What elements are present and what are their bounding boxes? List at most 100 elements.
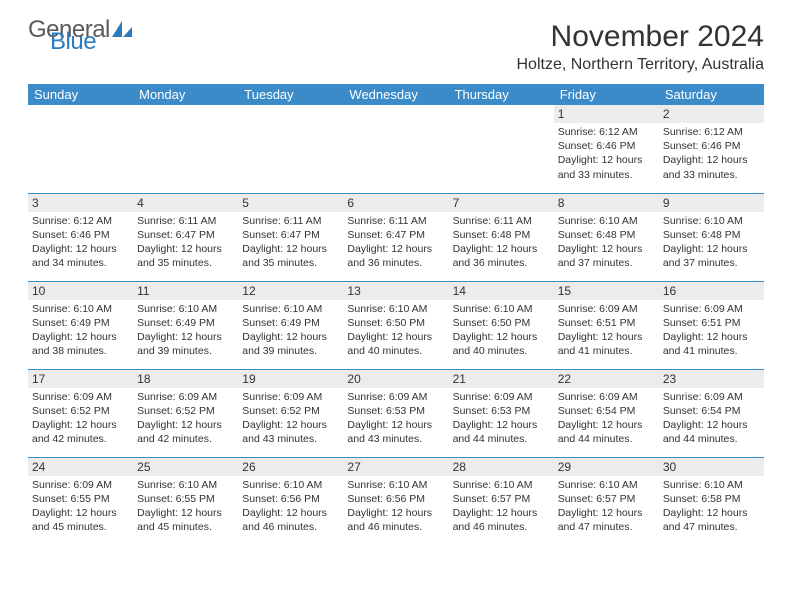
calendar-day-cell: 7 Sunrise: 6:11 AMSunset: 6:48 PMDaylight… [449, 193, 554, 281]
day-number: 10 [28, 282, 133, 300]
calendar-day-cell: 26 Sunrise: 6:10 AMSunset: 6:56 PMDayligh… [238, 457, 343, 545]
day-number: 15 [554, 282, 659, 300]
weekday-header: Wednesday [343, 84, 448, 105]
calendar-day-cell: 3 Sunrise: 6:12 AMSunset: 6:46 PMDaylight… [28, 193, 133, 281]
calendar-day-cell: 1 Sunrise: 6:12 AMSunset: 6:46 PMDaylight… [554, 105, 659, 193]
calendar-week-row: 10 Sunrise: 6:10 AMSunset: 6:49 PMDayligh… [28, 281, 764, 369]
logo: General Blue [28, 20, 132, 53]
day-number: 25 [133, 458, 238, 476]
calendar-day-cell: 10 Sunrise: 6:10 AMSunset: 6:49 PMDayligh… [28, 281, 133, 369]
day-details: Sunrise: 6:11 AMSunset: 6:47 PMDaylight:… [347, 214, 444, 271]
day-details: Sunrise: 6:10 AMSunset: 6:56 PMDaylight:… [347, 478, 444, 535]
calendar-day-cell: 9 Sunrise: 6:10 AMSunset: 6:48 PMDaylight… [659, 193, 764, 281]
day-number [449, 105, 554, 123]
day-number: 12 [238, 282, 343, 300]
weekday-header: Friday [554, 84, 659, 105]
day-number: 6 [343, 194, 448, 212]
calendar-week-row: 17Sunrise: 6:09 AMSunset: 6:52 PMDayligh… [28, 369, 764, 457]
day-details: Sunrise: 6:10 AMSunset: 6:57 PMDaylight:… [453, 478, 550, 535]
day-details: Sunrise: 6:09 AMSunset: 6:54 PMDaylight:… [558, 390, 655, 447]
day-number: 30 [659, 458, 764, 476]
day-details: Sunrise: 6:12 AMSunset: 6:46 PMDaylight:… [32, 214, 129, 271]
day-number: 1 [554, 105, 659, 123]
calendar-day-cell [449, 105, 554, 193]
day-details: Sunrise: 6:10 AMSunset: 6:50 PMDaylight:… [453, 302, 550, 359]
calendar-day-cell: 14 Sunrise: 6:10 AMSunset: 6:50 PMDayligh… [449, 281, 554, 369]
day-number: 23 [659, 370, 764, 388]
calendar-day-cell: 5Sunrise: 6:11 AMSunset: 6:47 PMDaylight… [238, 193, 343, 281]
day-number: 29 [554, 458, 659, 476]
day-details: Sunrise: 6:09 AMSunset: 6:51 PMDaylight:… [558, 302, 655, 359]
day-number: 24 [28, 458, 133, 476]
day-number: 28 [449, 458, 554, 476]
day-details: Sunrise: 6:10 AMSunset: 6:56 PMDaylight:… [242, 478, 339, 535]
day-number: 11 [133, 282, 238, 300]
day-details: Sunrise: 6:11 AMSunset: 6:47 PMDaylight:… [137, 214, 234, 271]
calendar-day-cell: 17Sunrise: 6:09 AMSunset: 6:52 PMDayligh… [28, 369, 133, 457]
weekday-header: Thursday [449, 84, 554, 105]
location: Holtze, Northern Territory, Australia [517, 56, 765, 74]
day-number: 3 [28, 194, 133, 212]
day-number: 19 [238, 370, 343, 388]
day-details: Sunrise: 6:10 AMSunset: 6:57 PMDaylight:… [558, 478, 655, 535]
day-details: Sunrise: 6:09 AMSunset: 6:55 PMDaylight:… [32, 478, 129, 535]
calendar-day-cell: 8 Sunrise: 6:10 AMSunset: 6:48 PMDaylight… [554, 193, 659, 281]
calendar-header-row: SundayMondayTuesdayWednesdayThursdayFrid… [28, 84, 764, 105]
day-details: Sunrise: 6:10 AMSunset: 6:48 PMDaylight:… [558, 214, 655, 271]
weekday-header: Sunday [28, 84, 133, 105]
calendar-day-cell: 27Sunrise: 6:10 AMSunset: 6:56 PMDayligh… [343, 457, 448, 545]
day-details: Sunrise: 6:10 AMSunset: 6:58 PMDaylight:… [663, 478, 760, 535]
day-details: Sunrise: 6:09 AMSunset: 6:52 PMDaylight:… [242, 390, 339, 447]
calendar-day-cell [133, 105, 238, 193]
day-number: 5 [238, 194, 343, 212]
calendar-day-cell: 6 Sunrise: 6:11 AMSunset: 6:47 PMDaylight… [343, 193, 448, 281]
calendar-day-cell: 19 Sunrise: 6:09 AMSunset: 6:52 PMDayligh… [238, 369, 343, 457]
day-number [238, 105, 343, 123]
calendar-day-cell: 21Sunrise: 6:09 AMSunset: 6:53 PMDayligh… [449, 369, 554, 457]
calendar-week-row: 3 Sunrise: 6:12 AMSunset: 6:46 PMDaylight… [28, 193, 764, 281]
day-number: 18 [133, 370, 238, 388]
calendar-day-cell: 4Sunrise: 6:11 AMSunset: 6:47 PMDaylight… [133, 193, 238, 281]
calendar-day-cell: 12 Sunrise: 6:10 AMSunset: 6:49 PMDayligh… [238, 281, 343, 369]
day-number: 26 [238, 458, 343, 476]
day-details: Sunrise: 6:12 AMSunset: 6:46 PMDaylight:… [558, 125, 655, 182]
calendar-day-cell: 23Sunrise: 6:09 AMSunset: 6:54 PMDayligh… [659, 369, 764, 457]
day-number: 16 [659, 282, 764, 300]
calendar-day-cell: 30 Sunrise: 6:10 AMSunset: 6:58 PMDayligh… [659, 457, 764, 545]
calendar-week-row: 1 Sunrise: 6:12 AMSunset: 6:46 PMDaylight… [28, 105, 764, 193]
calendar-day-cell [28, 105, 133, 193]
day-details: Sunrise: 6:11 AMSunset: 6:48 PMDaylight:… [453, 214, 550, 271]
day-number [343, 105, 448, 123]
calendar-day-cell [343, 105, 448, 193]
calendar-week-row: 24 Sunrise: 6:09 AMSunset: 6:55 PMDayligh… [28, 457, 764, 545]
day-number: 9 [659, 194, 764, 212]
calendar-day-cell [238, 105, 343, 193]
day-details: Sunrise: 6:10 AMSunset: 6:49 PMDaylight:… [242, 302, 339, 359]
calendar-day-cell: 28 Sunrise: 6:10 AMSunset: 6:57 PMDayligh… [449, 457, 554, 545]
day-number: 22 [554, 370, 659, 388]
day-details: Sunrise: 6:10 AMSunset: 6:48 PMDaylight:… [663, 214, 760, 271]
day-details: Sunrise: 6:09 AMSunset: 6:51 PMDaylight:… [663, 302, 760, 359]
day-details: Sunrise: 6:09 AMSunset: 6:52 PMDaylight:… [32, 390, 129, 447]
calendar-day-cell: 18 Sunrise: 6:09 AMSunset: 6:52 PMDayligh… [133, 369, 238, 457]
day-details: Sunrise: 6:09 AMSunset: 6:52 PMDaylight:… [137, 390, 234, 447]
day-details: Sunrise: 6:09 AMSunset: 6:53 PMDaylight:… [347, 390, 444, 447]
weekday-header: Tuesday [238, 84, 343, 105]
day-number: 14 [449, 282, 554, 300]
calendar-day-cell: 25 Sunrise: 6:10 AMSunset: 6:55 PMDayligh… [133, 457, 238, 545]
logo-blue-text: Blue [50, 32, 132, 52]
calendar-day-cell: 16 Sunrise: 6:09 AMSunset: 6:51 PMDayligh… [659, 281, 764, 369]
weekday-header: Monday [133, 84, 238, 105]
day-details: Sunrise: 6:10 AMSunset: 6:49 PMDaylight:… [32, 302, 129, 359]
calendar-day-cell: 29 Sunrise: 6:10 AMSunset: 6:57 PMDayligh… [554, 457, 659, 545]
logo-text: General Blue [28, 20, 132, 53]
month-title: November 2024 [517, 20, 765, 54]
day-number: 7 [449, 194, 554, 212]
day-details: Sunrise: 6:10 AMSunset: 6:55 PMDaylight:… [137, 478, 234, 535]
day-number: 21 [449, 370, 554, 388]
weekday-header: Saturday [659, 84, 764, 105]
header: General Blue November 2024 Holtze, North… [28, 20, 764, 74]
day-number: 13 [343, 282, 448, 300]
day-number: 8 [554, 194, 659, 212]
title-block: November 2024 Holtze, Northern Territory… [517, 20, 765, 74]
